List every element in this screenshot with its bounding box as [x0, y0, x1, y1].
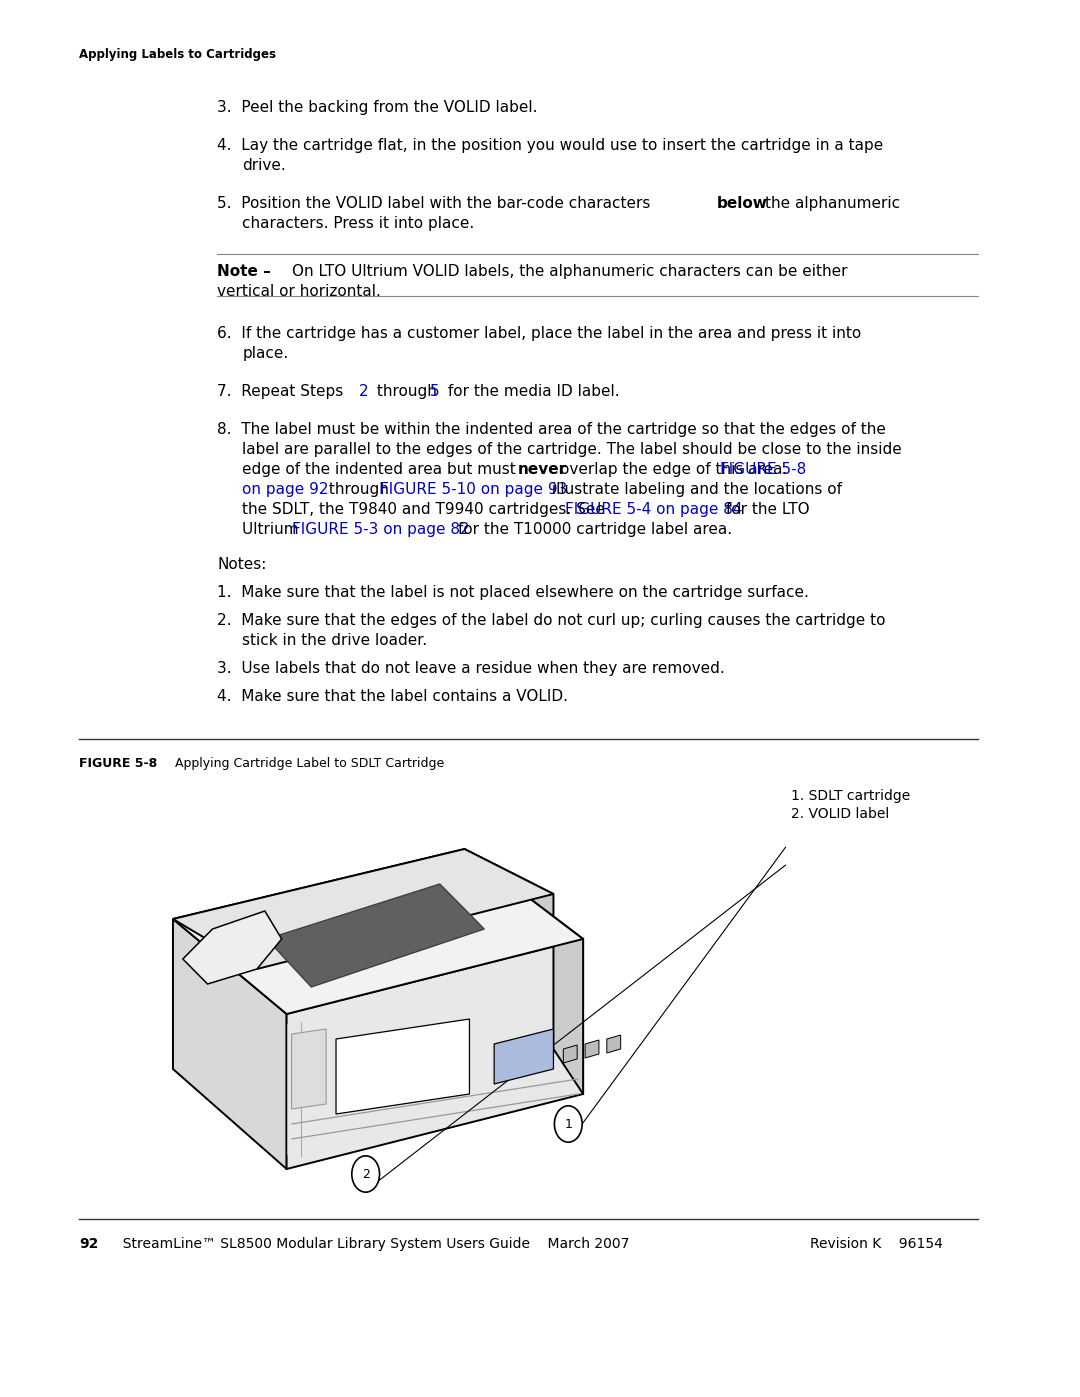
Text: 2.  Make sure that the edges of the label do not curl up; curling causes the car: 2. Make sure that the edges of the label…	[217, 613, 886, 629]
Polygon shape	[267, 884, 484, 988]
Text: 4.  Make sure that the label contains a VOLID.: 4. Make sure that the label contains a V…	[217, 689, 568, 704]
Text: Revision K    96154: Revision K 96154	[810, 1236, 943, 1250]
Text: 4.  Lay the cartridge flat, in the position you would use to insert the cartridg: 4. Lay the cartridge flat, in the positi…	[217, 138, 883, 154]
Text: 5.  Position the VOLID label with the bar-code characters: 5. Position the VOLID label with the bar…	[217, 196, 656, 211]
Text: 1. SDLT cartridge: 1. SDLT cartridge	[791, 789, 909, 803]
Text: for the LTO: for the LTO	[721, 502, 810, 517]
Text: below: below	[716, 196, 768, 211]
Text: 1: 1	[565, 1118, 572, 1130]
Text: through: through	[372, 384, 442, 400]
Polygon shape	[173, 849, 583, 1014]
Text: stick in the drive loader.: stick in the drive loader.	[242, 633, 428, 648]
Polygon shape	[585, 1039, 599, 1058]
Text: FIGURE 5-8: FIGURE 5-8	[79, 757, 158, 770]
Text: on page 92: on page 92	[242, 482, 328, 497]
Polygon shape	[183, 911, 282, 983]
Text: drive.: drive.	[242, 158, 286, 173]
Text: Note –: Note –	[217, 264, 276, 279]
Text: the alphanumeric: the alphanumeric	[765, 196, 900, 211]
Text: the SDLT, the T9840 and T9940 cartridges. See: the SDLT, the T9840 and T9940 cartridges…	[242, 502, 610, 517]
Text: 92: 92	[79, 1236, 98, 1250]
Text: 8.  The label must be within the indented area of the cartridge so that the edge: 8. The label must be within the indented…	[217, 422, 887, 437]
Text: StreamLine™ SL8500 Modular Library System Users Guide    March 2007: StreamLine™ SL8500 Modular Library Syste…	[113, 1236, 629, 1250]
Circle shape	[554, 1106, 582, 1143]
Text: Ultrium: Ultrium	[242, 522, 303, 536]
Text: On LTO Ultrium VOLID labels, the alphanumeric characters can be either: On LTO Ultrium VOLID labels, the alphanu…	[292, 264, 847, 279]
Text: FIGURE 5-4 on page 84: FIGURE 5-4 on page 84	[565, 502, 743, 517]
Polygon shape	[564, 1045, 577, 1063]
Text: for the media ID label.: for the media ID label.	[443, 384, 620, 400]
Text: FIGURE 5-10 on page 93: FIGURE 5-10 on page 93	[380, 482, 568, 497]
Text: 3.  Use labels that do not leave a residue when they are removed.: 3. Use labels that do not leave a residu…	[217, 661, 725, 676]
Circle shape	[352, 1155, 379, 1192]
Polygon shape	[292, 1030, 326, 1109]
Polygon shape	[173, 849, 553, 970]
Text: 6.  If the cartridge has a customer label, place the label in the area and press: 6. If the cartridge has a customer label…	[217, 326, 862, 341]
Text: 5: 5	[430, 384, 440, 400]
Text: place.: place.	[242, 346, 288, 360]
Polygon shape	[286, 939, 583, 1169]
Text: FIGURE 5-3 on page 82: FIGURE 5-3 on page 82	[292, 522, 469, 536]
Text: Applying Cartridge Label to SDLT Cartridge: Applying Cartridge Label to SDLT Cartrid…	[163, 757, 444, 770]
Text: Notes:: Notes:	[217, 557, 267, 571]
Text: 1.  Make sure that the label is not placed elsewhere on the cartridge surface.: 1. Make sure that the label is not place…	[217, 585, 809, 599]
Polygon shape	[336, 1018, 470, 1113]
Text: 2: 2	[359, 384, 368, 400]
Text: vertical or horizontal.: vertical or horizontal.	[217, 284, 381, 299]
Polygon shape	[173, 919, 286, 1169]
Text: illustrate labeling and the locations of: illustrate labeling and the locations of	[546, 482, 841, 497]
Text: for the T10000 cartridge label area.: for the T10000 cartridge label area.	[453, 522, 732, 536]
Text: through: through	[324, 482, 394, 497]
Text: FIGURE 5-8: FIGURE 5-8	[720, 462, 807, 476]
Polygon shape	[464, 849, 583, 1094]
Text: never: never	[518, 462, 567, 476]
Text: 2: 2	[362, 1168, 369, 1180]
Polygon shape	[607, 1035, 621, 1053]
Text: edge of the indented area but must: edge of the indented area but must	[242, 462, 521, 476]
Text: characters. Press it into place.: characters. Press it into place.	[242, 217, 474, 231]
Text: label are parallel to the edges of the cartridge. The label should be close to t: label are parallel to the edges of the c…	[242, 441, 902, 457]
Text: 2. VOLID label: 2. VOLID label	[791, 807, 889, 821]
Text: 3.  Peel the backing from the VOLID label.: 3. Peel the backing from the VOLID label…	[217, 101, 538, 115]
Text: Applying Labels to Cartridges: Applying Labels to Cartridges	[79, 47, 276, 61]
Text: 7.  Repeat Steps: 7. Repeat Steps	[217, 384, 349, 400]
Text: overlap the edge of this area.: overlap the edge of this area.	[561, 462, 793, 476]
Polygon shape	[495, 1030, 553, 1084]
